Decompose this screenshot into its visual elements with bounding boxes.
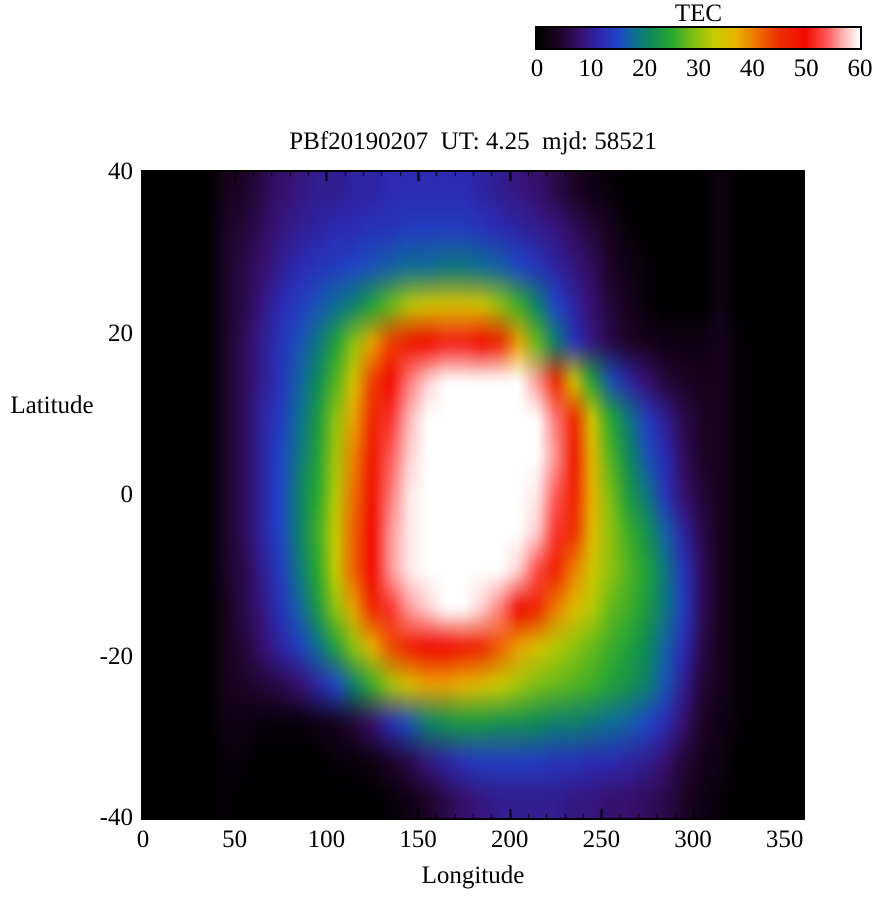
colorbar-gradient [535, 26, 862, 50]
colorbar-tick-label: 20 [632, 55, 658, 82]
colorbar-tick-label: 0 [530, 55, 544, 82]
colorbar-tick-label: 40 [739, 55, 765, 82]
plot-title: PBf20190207 UT: 4.25 mjd: 58521 [289, 128, 657, 155]
y-axis-tick-label: 40 [108, 158, 133, 185]
y-axis-tick-label: 20 [108, 319, 133, 347]
x-axis-label: Longitude [421, 862, 525, 889]
x-axis-tick-label: 150 [399, 826, 437, 853]
y-axis-tick-label: -20 [99, 642, 133, 670]
colorbar-title: TEC [674, 0, 723, 27]
y-axis-tick-label: 0 [120, 481, 134, 508]
y-axis-tick-label: -40 [99, 804, 133, 831]
x-axis-tick-label: 50 [222, 826, 248, 853]
x-axis-tick-label: 0 [136, 826, 150, 853]
x-axis-tick-label: 100 [307, 826, 346, 853]
x-axis-tick-label: 300 [674, 826, 712, 853]
tec-heatmap [143, 172, 803, 818]
colorbar-tick-label: 50 [793, 55, 819, 82]
y-axis-label: Latitude [10, 392, 94, 419]
x-axis-tick-label: 250 [582, 826, 621, 853]
colorbar-tick-label: 10 [578, 55, 604, 82]
colorbar-tick-label: 30 [686, 55, 711, 82]
x-axis-tick-label: 350 [765, 826, 804, 853]
x-axis-tick-label: 200 [490, 826, 529, 853]
colorbar-tick-label: 60 [847, 55, 873, 82]
plot-area [141, 170, 805, 820]
